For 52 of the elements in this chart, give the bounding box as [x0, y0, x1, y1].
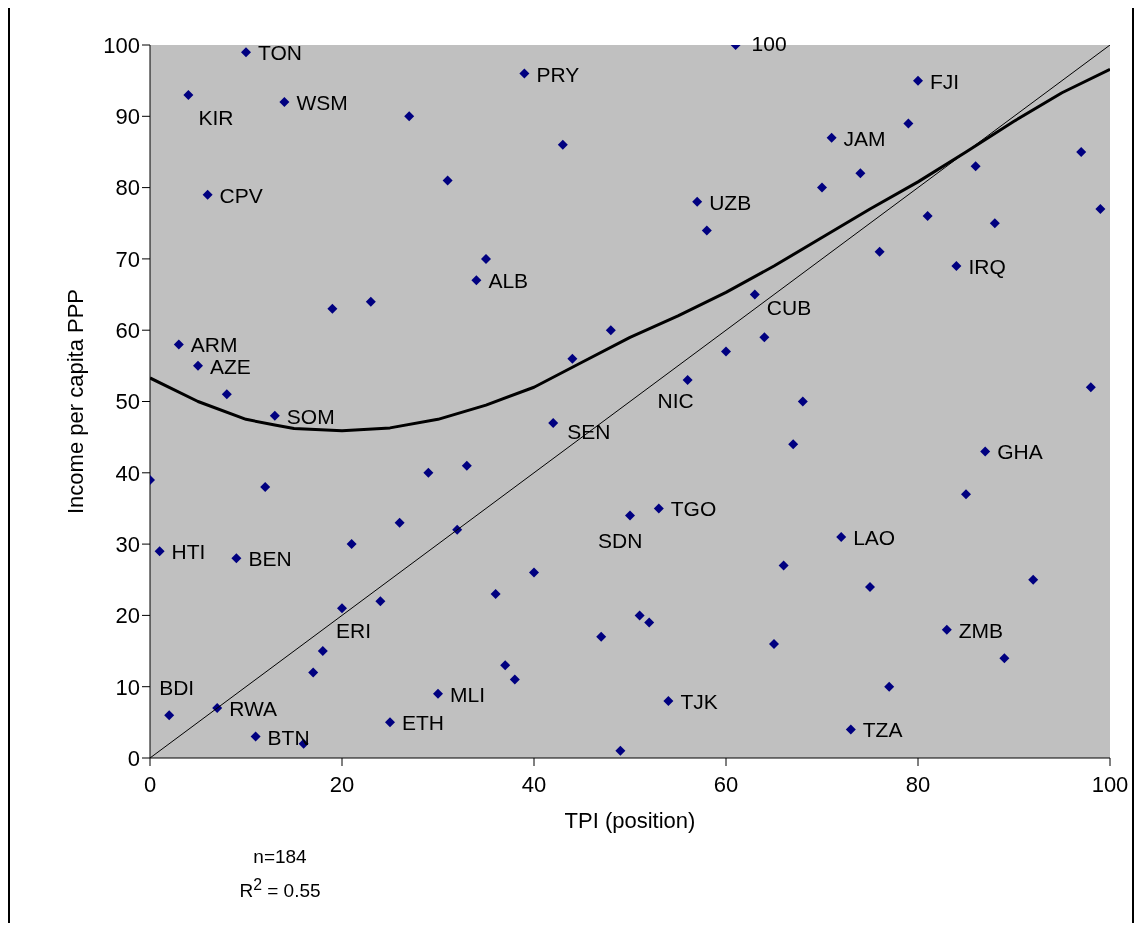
- x-tick-label: 60: [713, 771, 739, 797]
- annotation: SOM: [286, 404, 335, 428]
- y-axis-title: Income per capita PPP: [62, 288, 88, 515]
- annotation: KIR: [198, 105, 234, 129]
- annotation: IRQ: [968, 255, 1006, 279]
- y-tick-label: 20: [115, 603, 140, 629]
- y-tick-label: 10: [115, 674, 140, 700]
- annotation: CPV: [219, 183, 263, 207]
- annotation: ARM: [190, 333, 238, 357]
- x-tick-label: 40: [521, 771, 547, 797]
- x-tick-label: 20: [329, 771, 355, 797]
- y-tick-label: 100: [103, 32, 140, 58]
- y-tick-label: 30: [115, 531, 140, 557]
- annotation: LAO: [853, 525, 896, 549]
- annotation: JAM: [843, 126, 886, 150]
- text: n=184: [252, 846, 308, 868]
- annotation: ERI: [336, 619, 372, 643]
- text: R$^{2}$ = 0.55: [238, 876, 322, 903]
- annotation: CUB: [766, 295, 812, 319]
- annotation: ALB: [488, 269, 529, 293]
- x-tick-label: 100: [1091, 771, 1129, 797]
- annotation: GHA: [997, 440, 1043, 464]
- annotation: TON: [258, 41, 302, 65]
- annotation: NIC: [657, 389, 694, 413]
- y-tick-label: 70: [115, 246, 140, 272]
- annotation: 100: [751, 32, 787, 55]
- annotation: BEN: [248, 547, 292, 571]
- x-tick-label: 80: [905, 771, 931, 797]
- y-tick-label: 0: [127, 745, 140, 771]
- y-tick-label: 80: [115, 175, 140, 201]
- annotation: RWA: [229, 697, 278, 721]
- annotation: WSM: [296, 91, 348, 115]
- annotation: BDI: [159, 676, 195, 700]
- annotation: AZE: [210, 354, 251, 378]
- annotation: BTN: [267, 725, 310, 749]
- y-tick-label: 90: [115, 104, 140, 130]
- annotation: SDN: [598, 528, 643, 552]
- y-tick-label: 50: [115, 389, 140, 415]
- annotation: MLI: [450, 682, 486, 706]
- y-tick-label: 60: [115, 318, 140, 344]
- annotation: TZA: [862, 718, 903, 742]
- x-tick-label: 0: [143, 771, 157, 797]
- annotation: HTI: [171, 540, 206, 564]
- annotation: UZB: [709, 190, 752, 214]
- annotation: PRY: [536, 62, 580, 86]
- annotation: TGO: [670, 497, 717, 521]
- y-tick-label: 40: [115, 460, 140, 486]
- annotation: ETH: [402, 711, 444, 735]
- annotation: TJK: [680, 689, 718, 713]
- annotation: ZMB: [958, 618, 1004, 642]
- x-axis-title: TPI (position): [564, 808, 696, 833]
- annotation: FJI: [930, 69, 960, 93]
